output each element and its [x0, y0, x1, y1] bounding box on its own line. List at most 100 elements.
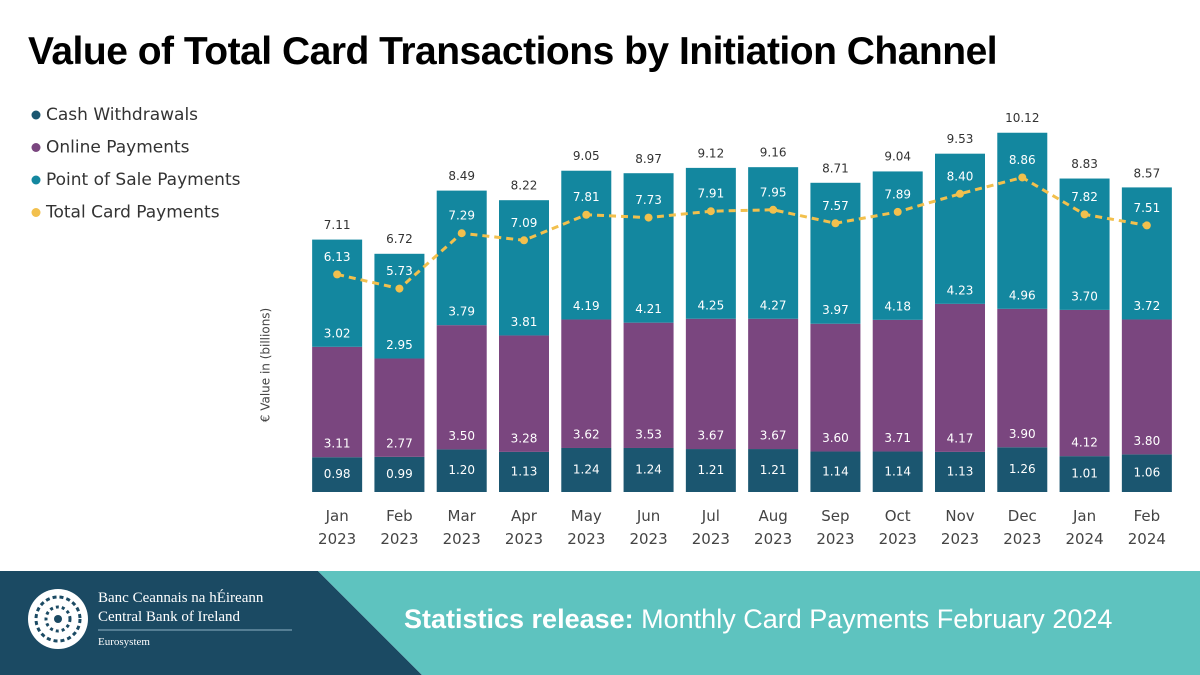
bar-segment	[748, 449, 799, 492]
line-value-label: 7.82	[1071, 190, 1098, 204]
bar-segment	[872, 171, 923, 320]
x-tick-label: Sep 2023	[816, 507, 855, 548]
x-tick-label: Mar 2023	[442, 507, 481, 548]
line-value-label: 7.81	[573, 190, 600, 204]
line-value-label: 7.51	[1133, 201, 1160, 215]
bar-segment	[1121, 319, 1172, 455]
x-tick-label: Aug 2023	[754, 507, 793, 548]
value-label: 3.50	[448, 429, 475, 443]
x-tick-label: Jun 2023	[629, 507, 668, 548]
release-text: Monthly Card Payments February 2024	[641, 604, 1113, 634]
bar-segment	[374, 358, 425, 457]
bar-segment	[374, 253, 425, 359]
value-label: 4.12	[1071, 436, 1098, 450]
bar-segment	[935, 451, 985, 492]
bar-segment	[748, 318, 799, 450]
value-label: 3.80	[1133, 434, 1160, 448]
value-label: 4.25	[697, 298, 724, 312]
bar-segment	[997, 308, 1048, 448]
bar-segment	[1059, 309, 1110, 457]
line-value-label: 7.29	[448, 209, 475, 223]
line-value-label: 8.40	[947, 169, 974, 183]
value-label: 1.24	[635, 462, 662, 476]
line-point	[582, 210, 591, 219]
bar-segment	[499, 335, 549, 452]
bar-segment	[312, 239, 363, 347]
eurosystem: Eurosystem	[98, 636, 150, 648]
bar-segment	[436, 325, 487, 450]
value-label: 1.26	[1009, 462, 1036, 476]
value-label: 1.21	[697, 463, 724, 477]
bar-segment	[685, 449, 736, 492]
total-label: 9.05	[573, 149, 600, 163]
bar-segment	[561, 319, 612, 448]
x-tick-label: Jan 2024	[1065, 507, 1104, 548]
bar-segment	[623, 173, 674, 323]
value-label: 1.13	[947, 464, 974, 478]
line-value-label: 7.89	[884, 187, 911, 201]
line-point	[956, 189, 964, 198]
bar-segment	[997, 132, 1048, 309]
value-label: 3.90	[1009, 427, 1036, 441]
bar-segment	[1121, 454, 1172, 492]
value-label: 4.19	[573, 299, 600, 313]
bar-segment	[499, 451, 549, 492]
bank-name-english: Central Bank of Ireland	[98, 609, 241, 625]
total-label: 10.12	[1005, 111, 1039, 125]
line-point	[395, 284, 404, 293]
x-tick-label: Oct 2023	[878, 507, 917, 548]
value-label: 0.99	[386, 467, 413, 481]
value-label: 1.01	[1071, 467, 1098, 481]
value-label: 1.21	[760, 463, 787, 477]
value-label: 2.77	[386, 436, 413, 450]
line-point	[769, 205, 778, 214]
value-label: 4.18	[884, 299, 911, 313]
x-tick-label: May 2023	[567, 507, 606, 548]
value-label: 3.72	[1133, 299, 1160, 313]
legend-marker	[31, 143, 41, 152]
legend-label: Cash Withdrawals	[46, 105, 198, 125]
legend-label: Online Payments	[46, 138, 190, 158]
bar-segment	[810, 323, 861, 452]
line-point	[893, 207, 902, 216]
bar-segment	[1059, 178, 1110, 310]
total-label: 8.97	[635, 152, 662, 166]
line-value-label: 7.09	[511, 216, 538, 230]
total-label: 9.16	[760, 145, 787, 159]
bar-segment	[997, 447, 1048, 492]
value-label: 3.62	[573, 427, 600, 441]
value-label: 4.17	[947, 431, 974, 445]
value-label: 1.13	[511, 464, 538, 478]
value-label: 3.60	[822, 431, 849, 445]
line-point	[706, 207, 715, 216]
line-point	[644, 213, 653, 222]
footer-dark	[0, 571, 422, 675]
bar-segment	[436, 449, 487, 492]
bar-segment	[1121, 187, 1172, 320]
total-label: 8.57	[1133, 166, 1160, 180]
value-label: 1.06	[1133, 466, 1160, 480]
title: Value of Total Card Transactions by Init…	[28, 30, 998, 73]
x-tick-label: Apr 2023	[504, 507, 544, 548]
value-label: 3.79	[448, 305, 475, 319]
x-tick-label: Nov 2023	[940, 507, 980, 548]
bar-segment	[810, 451, 861, 492]
bar-segment	[935, 153, 985, 304]
value-label: 2.95	[386, 338, 413, 352]
value-label: 3.53	[635, 427, 662, 441]
bar-segment	[935, 303, 985, 452]
x-tick-label: Feb 2023	[380, 507, 419, 548]
x-tick-label: Feb 2024	[1127, 507, 1166, 548]
bar-segment	[748, 167, 799, 319]
total-label: 8.83	[1071, 157, 1098, 171]
footer-teal	[318, 571, 1200, 675]
line-point	[1080, 210, 1089, 219]
value-label: 4.27	[760, 298, 787, 312]
line-point	[831, 219, 840, 228]
total-label: 8.22	[511, 179, 538, 193]
value-label: 3.81	[511, 315, 538, 329]
value-label: 0.98	[324, 467, 351, 481]
line-point	[520, 236, 528, 245]
